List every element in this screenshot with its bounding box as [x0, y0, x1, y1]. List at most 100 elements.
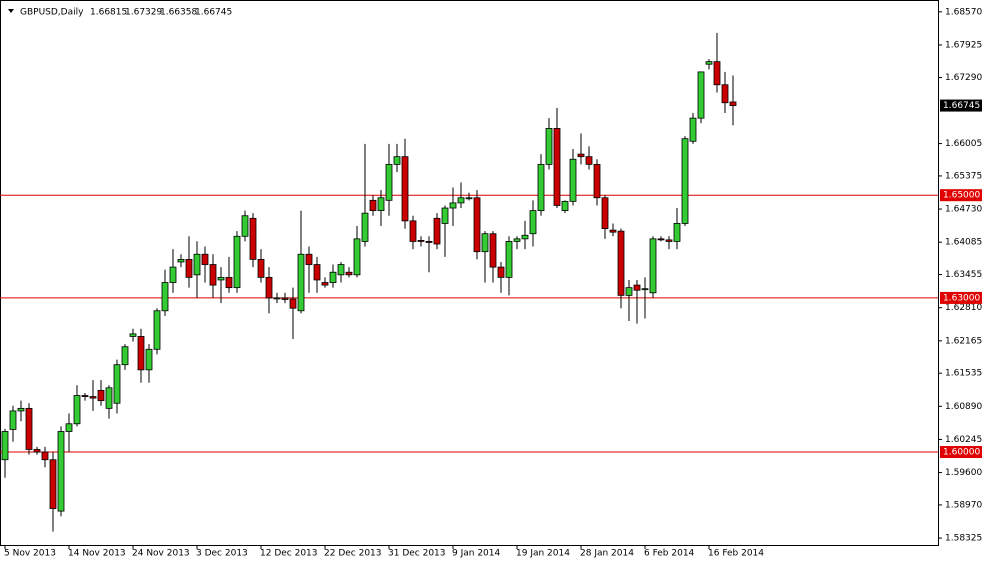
candle-body [121, 346, 129, 366]
candle-body [473, 197, 481, 253]
candle-body [201, 253, 209, 265]
candle-body [433, 217, 441, 245]
candle-body [521, 234, 529, 240]
y-tick-label: 1.61535 [945, 369, 982, 379]
price-label: 1.66745 [943, 101, 980, 111]
candle-body [729, 101, 737, 106]
level-label-box [940, 291, 982, 304]
candle-body [209, 264, 217, 286]
candle-body [489, 233, 497, 268]
candle-body [65, 423, 73, 432]
candle-body [89, 396, 97, 399]
x-tick-label: 28 Jan 2014 [580, 549, 634, 559]
candle-body [409, 220, 417, 242]
candle-body [513, 238, 521, 242]
x-tick-label: 3 Dec 2013 [196, 549, 248, 559]
candle-body [641, 288, 649, 291]
x-tick-label: 6 Feb 2014 [644, 549, 695, 559]
candle-body [185, 259, 193, 278]
y-tick-label: 1.58325 [945, 534, 982, 544]
candle-body [57, 431, 65, 512]
candle-body [721, 84, 729, 104]
candle-body [465, 197, 473, 200]
candle-body [153, 310, 161, 350]
candle-body [9, 410, 17, 430]
candle-body [41, 451, 49, 461]
price-label-box [940, 99, 982, 112]
x-tick-label: 14 Nov 2013 [68, 549, 126, 559]
x-tick-label: 31 Dec 2013 [388, 549, 446, 559]
candle-body [681, 138, 689, 224]
candle-body [345, 271, 353, 276]
candle-body [609, 229, 617, 233]
y-tick-label: 1.64085 [945, 238, 982, 248]
candle-body [273, 297, 281, 300]
level-label: 1.65000 [943, 191, 980, 201]
candle-body [297, 253, 305, 312]
candle-body [241, 215, 249, 237]
x-tick-label: 5 Nov 2013 [4, 549, 56, 559]
candle-body [353, 238, 361, 276]
candle-body [673, 223, 681, 242]
y-tick-label: 1.62810 [945, 303, 982, 313]
candle-body [377, 197, 385, 212]
candle-body [689, 117, 697, 142]
x-tick-label: 19 Jan 2014 [516, 549, 570, 559]
level-label: 1.63000 [943, 293, 980, 303]
candle-body [577, 153, 585, 158]
candle-body [281, 297, 289, 300]
candle-body [441, 207, 449, 224]
candle-body [545, 128, 553, 165]
candle-body [425, 241, 433, 243]
candle-body [593, 163, 601, 199]
x-tick-label: 24 Nov 2013 [132, 549, 190, 559]
y-tick-label: 1.59600 [945, 468, 982, 478]
candle-body [233, 235, 241, 289]
candle-body [257, 259, 265, 278]
candle-body [617, 230, 625, 296]
menu-arrow[interactable] [8, 9, 14, 13]
candle-body [33, 449, 41, 453]
candle-body [49, 459, 57, 509]
candle-body [289, 298, 297, 309]
y-tick-label: 1.63455 [945, 270, 982, 280]
candle-body [537, 163, 545, 212]
candle-body [481, 233, 489, 253]
candle-body [177, 259, 185, 263]
candle-body [265, 276, 273, 299]
level-label-box [940, 189, 982, 202]
candle-body [633, 284, 641, 291]
plot-frame [0, 0, 939, 546]
candle-body [601, 197, 609, 229]
y-tick-label: 1.67290 [945, 73, 982, 83]
candle-body [417, 239, 425, 242]
y-tick-label: 1.66005 [945, 139, 982, 149]
candle-body [569, 158, 577, 202]
candle-body [385, 163, 393, 201]
candle-body [401, 156, 409, 222]
x-tick-label: 12 Dec 2013 [260, 549, 318, 559]
y-tick-label: 1.60245 [945, 435, 982, 445]
candle-body [17, 407, 25, 412]
candle-body [313, 264, 321, 281]
header-close: 1.66745 [195, 8, 232, 18]
candle-body [697, 71, 705, 119]
level-label: 1.60000 [943, 448, 980, 458]
x-tick-label: 16 Feb 2014 [708, 549, 764, 559]
candle-body [305, 253, 313, 265]
candle-body [457, 197, 465, 204]
candle-body [361, 212, 369, 242]
candle-body [225, 276, 233, 289]
candle-body [657, 238, 665, 241]
x-tick-label: 9 Jan 2014 [452, 549, 500, 559]
candle-body [169, 266, 177, 283]
chart-title: GBPUSD,Daily [20, 8, 84, 18]
y-tick-label: 1.68570 [945, 7, 982, 17]
candle-body [1, 431, 9, 461]
candle-body [145, 348, 153, 371]
candle-body [73, 395, 81, 425]
header-high: 1.67329 [125, 8, 162, 18]
candle-body [505, 241, 513, 278]
candle-body [25, 407, 33, 450]
